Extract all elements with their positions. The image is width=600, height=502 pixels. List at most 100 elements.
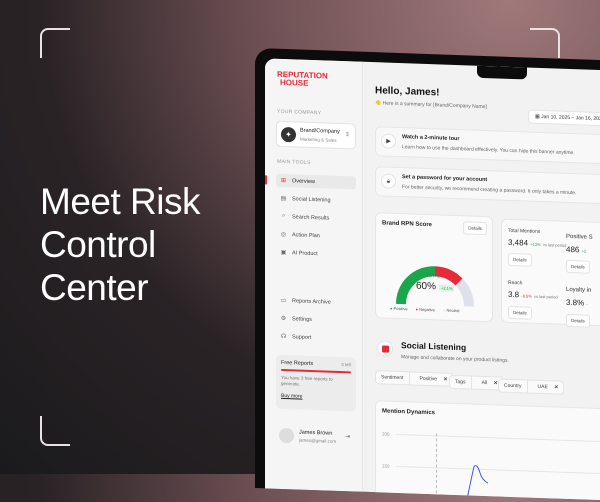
sidebar-item-overview[interactable]: ⊞ Overview: [276, 173, 356, 190]
logo: REPUTATION HOUSE: [277, 69, 328, 88]
user-name: James Brown: [299, 429, 333, 437]
laptop-frame: REPUTATION HOUSE YOUR COMPANY ✦ Brand/Com…: [255, 48, 600, 502]
ai-icon: ▣: [280, 249, 287, 257]
logout-icon[interactable]: ⇥: [344, 434, 350, 441]
password-banner[interactable]: 🔒︎ Set a password for your account For b…: [375, 166, 600, 207]
gauge-segment-positive: [396, 266, 436, 305]
gauge-change-badge: +2.1%: [439, 284, 455, 292]
metric-value: 3.8% -: [566, 297, 588, 308]
details-button[interactable]: Details: [508, 305, 532, 320]
video-icon: ▶: [381, 133, 396, 149]
tour-banner[interactable]: ▶ Watch a 2-minute tour Learn how to use…: [375, 126, 600, 167]
close-icon: ✕: [443, 376, 448, 383]
sidebar: REPUTATION HOUSE YOUR COMPANY ✦ Brand/Com…: [265, 58, 363, 492]
camera-notch: [477, 65, 527, 80]
user-email: james@gmail.com: [299, 437, 337, 444]
headline-line: Center: [40, 267, 149, 308]
company-sub: Marketing & Sales: [300, 136, 337, 143]
grid-icon: ⊞: [280, 177, 287, 185]
details-button[interactable]: Details: [566, 259, 590, 274]
company-avatar-icon: ✦: [281, 126, 296, 143]
corner-bracket: [40, 416, 70, 446]
legend-positive: ● Positive: [390, 305, 408, 312]
banner-desc: Learn how to use the dashboard effective…: [402, 144, 575, 157]
free-reports-desc: You have 3 free reports to generate.: [281, 374, 333, 387]
sidebar-item-action-plan[interactable]: ◎ Action Plan: [276, 228, 356, 244]
archive-icon: ▭: [280, 297, 287, 305]
main-content: Hello, James! 👋 Here is a summary for [B…: [363, 62, 600, 502]
date-range-label: Jan 10, 2025 – Jan 16, 2025: [541, 113, 600, 123]
gauge-segment-neutral: [455, 278, 474, 307]
metric-value: 486 +2: [566, 244, 587, 255]
sidebar-item-label: Social Listening: [292, 195, 331, 204]
legend-negative: ● Negative: [415, 306, 435, 313]
legend-neutral: ● Neutral: [442, 307, 460, 314]
card-title: Brand RPN Score: [382, 220, 433, 229]
headline: Meet Risk Control Center: [40, 180, 200, 309]
sidebar-item-label: Settings: [292, 315, 312, 323]
buy-more-link[interactable]: Buy more: [281, 392, 303, 400]
sidebar-item-label: Action Plan: [292, 231, 320, 239]
headset-icon: ☊: [280, 333, 287, 341]
metric-title: Positive S: [566, 233, 593, 241]
mention-dynamics-card: Mention Dynamics 200 150: [375, 400, 600, 502]
rpn-gauge: [396, 266, 474, 307]
gear-icon: ⚙: [280, 315, 287, 323]
filter-country[interactable]: Country UAE ✕: [498, 378, 565, 395]
sidebar-item-label: AI Product: [292, 249, 318, 257]
corner-bracket: [40, 28, 70, 58]
details-button[interactable]: Details: [508, 252, 532, 267]
metric-title: Reach: [508, 279, 523, 287]
metric-value: 3.8 -9.5% vs last period: [508, 289, 558, 300]
chevron-updown-icon: ⇕: [344, 132, 350, 139]
sidebar-item-reports-archive[interactable]: ▭ Reports Archive: [276, 294, 356, 310]
sidebar-item-label: Search Results: [292, 213, 330, 222]
avatar: [279, 427, 294, 444]
page-subtitle: 👋 Here is a summary for [Brand/Company N…: [375, 100, 487, 111]
banner-title: Watch a 2-minute tour: [402, 134, 460, 143]
metrics-card: Total Mentions 3,484 +13% vs last period…: [501, 218, 600, 330]
section-label: YOUR COMPANY: [277, 108, 322, 117]
sidebar-item-support[interactable]: ☊ Support: [276, 330, 356, 346]
sidebar-item-label: Reports Archive: [292, 297, 331, 306]
filter-tags[interactable]: Tags All ✕: [449, 374, 504, 391]
lock-icon: 🔒︎: [381, 173, 396, 189]
section-title: Social Listening: [401, 340, 467, 353]
headline-line: Control: [40, 224, 156, 265]
filter-sentiment[interactable]: Sentiment Positive ✕: [375, 370, 454, 387]
free-reports-card: Free Reports 3 left You have 3 free repo…: [276, 354, 356, 412]
details-button[interactable]: Details: [463, 221, 487, 236]
user-profile[interactable]: James Brown james@gmail.com ⇥: [276, 424, 356, 455]
gauge-segment-negative: [434, 266, 463, 286]
chart-icon: ▤: [280, 195, 287, 203]
corner-bracket: [530, 28, 560, 58]
target-icon: ◎: [280, 231, 287, 239]
dashboard-screen: REPUTATION HOUSE YOUR COMPANY ✦ Brand/Com…: [265, 58, 600, 502]
sidebar-item-search-results[interactable]: ⌕ Search Results: [276, 210, 356, 226]
gauge-total-value: 60%: [416, 280, 437, 293]
metric-value: 3,484 +13% vs last period: [508, 237, 567, 248]
free-reports-count: 3 left: [341, 362, 351, 368]
company-name: Brand/Company: [300, 127, 340, 135]
company-switcher[interactable]: ✦ Brand/Company Marketing & Sales ⇕: [276, 120, 356, 150]
section-label: MAIN TOOLS: [277, 158, 311, 166]
banner-title: Set a password for your account: [402, 174, 488, 184]
date-range-picker[interactable]: ▦ Jan 10, 2025 – Jan 16, 2025: [528, 109, 600, 127]
search-icon: ⌕: [281, 212, 286, 220]
headline-line: Meet Risk: [40, 181, 200, 222]
section-desc: Manage and collaborate on your product l…: [401, 354, 509, 364]
page-title: Hello, James!: [375, 85, 440, 99]
sidebar-item-label: Overview: [292, 177, 315, 185]
sidebar-item-ai-product[interactable]: ▣ AI Product: [276, 246, 356, 262]
close-icon: ✕: [554, 384, 559, 391]
social-listening-icon: [377, 340, 393, 357]
gauge-total-label: TOTAL: [426, 272, 441, 279]
metric-title: Total Mentions: [508, 227, 541, 235]
mention-line: [465, 465, 489, 502]
rpn-score-card: Brand RPN Score Details TOTAL 60% +2.1% …: [375, 212, 493, 323]
sidebar-item-settings[interactable]: ⚙ Settings: [276, 312, 356, 328]
metric-title: Loyalty in: [566, 286, 592, 294]
free-reports-progress: [281, 368, 351, 374]
details-button[interactable]: Details: [566, 313, 590, 328]
sidebar-item-social-listening[interactable]: ▤ Social Listening: [276, 192, 356, 208]
